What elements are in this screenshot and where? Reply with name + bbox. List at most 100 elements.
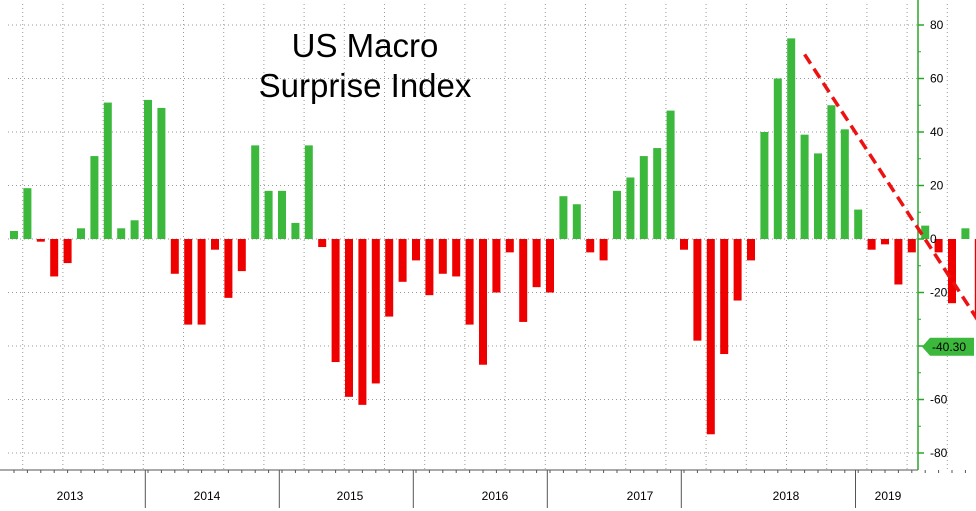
x-tick-label: 2015 — [337, 489, 364, 503]
x-axis: 2013 2014 2015 2016 2017 2018 2019 — [0, 469, 966, 508]
bar — [827, 105, 836, 239]
bar — [465, 239, 474, 325]
bar — [438, 239, 447, 274]
bar — [237, 239, 246, 272]
bar — [211, 239, 219, 250]
bar — [412, 239, 420, 261]
bar — [814, 153, 822, 239]
bar — [559, 196, 568, 239]
bar — [720, 239, 729, 355]
bar — [144, 99, 152, 240]
bar — [331, 239, 340, 363]
chart-title-line-1: US Macro — [291, 27, 439, 64]
bar — [264, 190, 273, 239]
x-tick-label: 2013 — [57, 489, 84, 503]
bar — [291, 222, 300, 239]
bar — [974, 239, 976, 320]
bar — [948, 239, 956, 304]
bar — [546, 239, 554, 293]
bar — [519, 239, 528, 322]
chart-title-line-2: Surprise Index — [258, 67, 472, 104]
y-tick-label: 20 — [930, 179, 944, 193]
y-tick-label: -20 — [930, 286, 948, 300]
x-tick-label: 2018 — [773, 489, 800, 503]
bar — [224, 239, 233, 298]
bar — [613, 190, 621, 239]
bar — [680, 239, 688, 250]
last-value-callout: -40.30 — [922, 337, 974, 356]
bar — [760, 132, 769, 239]
bar — [706, 239, 715, 435]
bar — [854, 209, 863, 239]
bar — [586, 239, 595, 253]
bar — [23, 188, 32, 239]
x-tick-label: 2016 — [482, 489, 509, 503]
bar — [50, 239, 59, 277]
y-tick-label: 60 — [930, 72, 944, 86]
bar — [961, 228, 970, 239]
bar — [77, 228, 85, 239]
bar — [505, 239, 514, 253]
bar — [800, 134, 809, 239]
bar — [304, 145, 313, 239]
bar — [733, 239, 742, 301]
bar — [787, 38, 796, 239]
bar — [278, 190, 286, 239]
bar — [492, 239, 501, 293]
bar — [881, 239, 889, 245]
bar — [572, 204, 581, 239]
bar — [251, 145, 260, 239]
last-value-badge — [922, 337, 974, 356]
bar — [773, 78, 782, 239]
bar — [398, 239, 407, 282]
bar — [626, 177, 635, 239]
bar — [666, 110, 675, 239]
bar — [747, 239, 755, 261]
bar — [170, 239, 179, 274]
bar — [117, 228, 126, 239]
bar — [921, 225, 930, 239]
x-tick-label: 2014 — [194, 489, 221, 503]
bar — [184, 239, 193, 325]
bar — [840, 129, 849, 239]
y-tick-label: 0 — [930, 232, 937, 246]
bar — [10, 230, 18, 239]
bar — [599, 239, 608, 261]
bar — [36, 239, 45, 242]
x-tick-label: 2019 — [875, 489, 902, 503]
y-tick-label: -80 — [930, 446, 948, 460]
bar — [693, 239, 702, 341]
trend-line — [803, 53, 976, 321]
bar — [130, 220, 139, 239]
bars — [10, 38, 976, 435]
bar — [907, 239, 916, 253]
bar — [371, 239, 380, 384]
bar — [385, 239, 394, 317]
bar — [197, 239, 206, 325]
y-tick-label: 80 — [930, 18, 944, 32]
bar — [867, 239, 876, 250]
bar — [358, 239, 367, 405]
last-value-label: -40.30 — [932, 340, 966, 354]
trend-arrow — [803, 53, 976, 321]
bar — [425, 239, 434, 296]
bar — [653, 148, 662, 239]
y-tick-label: 40 — [930, 125, 944, 139]
bar — [63, 239, 72, 264]
grid-lines — [8, 4, 948, 470]
bar — [157, 107, 166, 239]
bar — [318, 239, 327, 248]
bar — [103, 102, 112, 239]
chart-title: US Macro Surprise Index — [230, 26, 500, 106]
bar — [345, 239, 353, 397]
y-tick-label: -60 — [930, 393, 948, 407]
bar — [452, 239, 461, 277]
bar — [532, 239, 541, 288]
bar — [894, 239, 903, 285]
bar — [479, 239, 487, 365]
bar — [639, 156, 648, 239]
x-tick-label: 2017 — [627, 489, 654, 503]
bar — [934, 239, 943, 253]
bar — [90, 156, 99, 239]
